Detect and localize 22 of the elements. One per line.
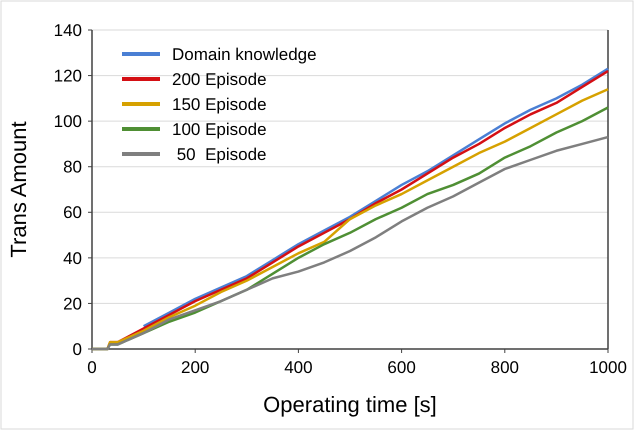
y-tick-label: 100 xyxy=(54,112,82,132)
x-tick-label: 200 xyxy=(181,358,210,377)
legend-label: 50 Episode xyxy=(172,144,267,164)
legend-label: 100 Episode xyxy=(172,120,267,139)
x-tick-label: 800 xyxy=(490,358,519,377)
x-tick-label: 600 xyxy=(387,358,416,377)
y-tick-label: 20 xyxy=(63,294,82,314)
x-tick-label: 0 xyxy=(87,358,97,377)
x-tick-label: 400 xyxy=(284,358,313,377)
y-axis-title: Trans Amount xyxy=(6,121,31,258)
y-tick-label: 120 xyxy=(54,66,82,86)
legend-label: Domain knowledge xyxy=(172,44,317,64)
y-tick-label: 60 xyxy=(63,203,82,222)
legend-label: 150 Episode xyxy=(172,94,267,114)
line-series xyxy=(142,67,610,328)
y-tick-label: 0 xyxy=(72,340,82,359)
legend-label: 200 Episode xyxy=(172,70,267,89)
x-axis-title: Operating time [s] xyxy=(263,392,437,417)
y-tick-label: 140 xyxy=(54,20,82,40)
x-tick-label: 1000 xyxy=(589,358,627,377)
y-tick-label: 40 xyxy=(63,248,82,268)
y-tick-label: 80 xyxy=(63,158,82,177)
